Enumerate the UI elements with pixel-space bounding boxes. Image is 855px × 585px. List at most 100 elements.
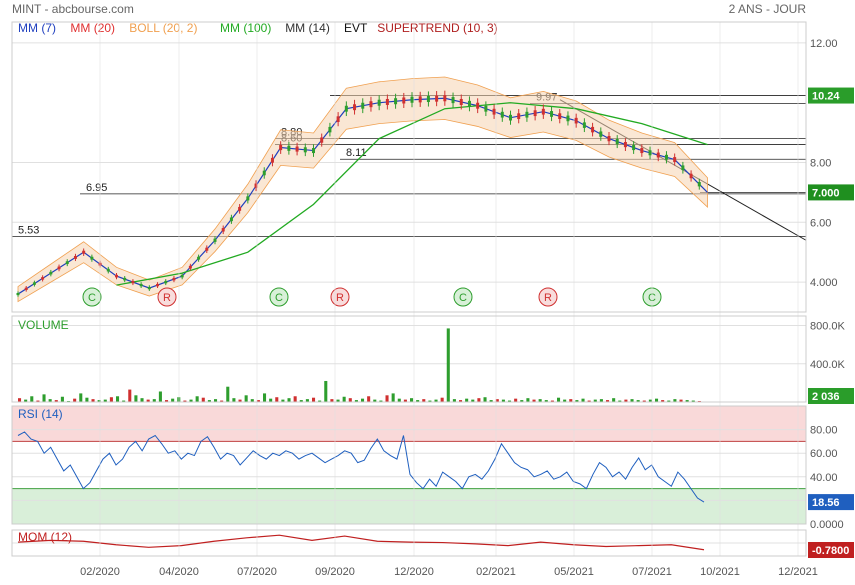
volume-panel: 800.0K 400.0K 2 036	[12, 321, 854, 404]
volume-bar	[550, 400, 554, 402]
volume-bar	[440, 397, 444, 402]
candle-body	[566, 115, 570, 122]
price-panel: 12.008.006.004.00010.247.0006.955.538.80…	[12, 38, 854, 307]
candle-body	[426, 95, 430, 103]
volume-bar	[152, 399, 156, 402]
volume-bar	[673, 399, 677, 402]
volume-y-tick-label: 400.0K	[810, 359, 846, 371]
volume-bar	[428, 400, 432, 402]
volume-bar	[103, 399, 107, 402]
candle-body	[615, 138, 619, 145]
volume-bar	[91, 399, 95, 402]
volume-bar	[226, 386, 230, 402]
candle-body	[541, 108, 545, 115]
volume-bar	[655, 398, 659, 402]
x-tick-label: 12/2020	[394, 566, 434, 578]
volume-bar	[587, 400, 591, 402]
x-tick-label: 12/2021	[778, 566, 818, 578]
volume-bar	[342, 396, 346, 402]
candle-body	[336, 116, 340, 122]
volume-bar	[679, 399, 683, 402]
candle-body	[262, 170, 266, 176]
volume-bar	[624, 399, 628, 402]
candle-body	[270, 157, 274, 163]
candle-body	[656, 152, 660, 158]
volume-bar	[599, 399, 603, 402]
signal-marker: C	[82, 287, 102, 307]
candle-body	[49, 271, 53, 275]
candle-body	[697, 182, 701, 187]
candle-body	[197, 256, 201, 260]
volume-bar	[263, 393, 267, 402]
volume-bar	[24, 399, 28, 402]
volume-bar	[544, 400, 548, 402]
signal-circle	[269, 287, 289, 307]
mom-line	[17, 534, 705, 551]
volume-bar	[324, 380, 328, 402]
panel-frame-2	[11, 405, 807, 525]
candle-body	[361, 102, 365, 109]
volume-bar	[520, 400, 524, 402]
volume-bar	[250, 399, 254, 402]
level-badge: 7.000	[808, 184, 854, 201]
rsi-badge-bg	[808, 494, 854, 511]
candle-body	[509, 114, 512, 121]
candle-body	[90, 256, 94, 260]
volume-bar	[361, 398, 365, 402]
volume-bar	[636, 400, 640, 402]
candle-body	[123, 277, 127, 281]
rsi-badge: 18.56	[808, 494, 854, 511]
candle-body	[131, 280, 135, 284]
candle-body	[394, 98, 398, 105]
volume-bar	[60, 396, 64, 402]
candle-body	[385, 98, 389, 105]
volume-bar	[538, 399, 542, 402]
volume-bar	[244, 395, 248, 402]
signal-circle	[82, 287, 102, 307]
volume-bar	[287, 398, 291, 402]
signal-label: R	[336, 292, 344, 304]
candle-body	[402, 97, 406, 104]
volume-bar	[232, 398, 236, 402]
volume-bar	[220, 400, 224, 402]
candle-body	[459, 98, 463, 105]
panel-frame-1	[11, 315, 807, 403]
volume-bar	[416, 400, 420, 402]
volume-bar	[214, 399, 218, 402]
candle-body	[312, 148, 315, 154]
volume-bar	[97, 400, 101, 402]
volume-bar	[661, 400, 665, 402]
volume-bar	[514, 398, 518, 402]
volume-bar	[201, 397, 205, 402]
volume-bar	[48, 399, 52, 402]
candle-body	[295, 146, 299, 152]
volume-bar	[367, 396, 371, 402]
volume-bar	[293, 396, 297, 402]
volume-bar	[403, 399, 407, 402]
volume-bar	[452, 399, 456, 402]
volume-bar	[275, 397, 279, 402]
volume-bar	[483, 397, 487, 402]
x-tick-label: 02/2021	[476, 566, 516, 578]
mom-badge: -0.7800	[808, 542, 854, 558]
candle-body	[156, 283, 160, 287]
candle-body	[550, 111, 554, 117]
candle-body	[640, 148, 644, 154]
level-badge-label: 10.24	[812, 91, 840, 103]
candle-body	[16, 292, 20, 296]
candle-body	[648, 150, 652, 156]
panel-frame-0	[11, 21, 807, 313]
candle-body	[418, 96, 422, 103]
rsi-line	[17, 431, 705, 503]
signal-circle	[157, 287, 177, 307]
candle-body	[525, 111, 529, 118]
signal-label: C	[275, 292, 283, 304]
level-label: 5.53	[18, 224, 39, 236]
candle-body	[328, 126, 332, 133]
volume-bar	[508, 400, 512, 402]
volume-bar	[422, 399, 426, 402]
candle-body	[65, 261, 69, 265]
volume-bar	[299, 400, 303, 402]
